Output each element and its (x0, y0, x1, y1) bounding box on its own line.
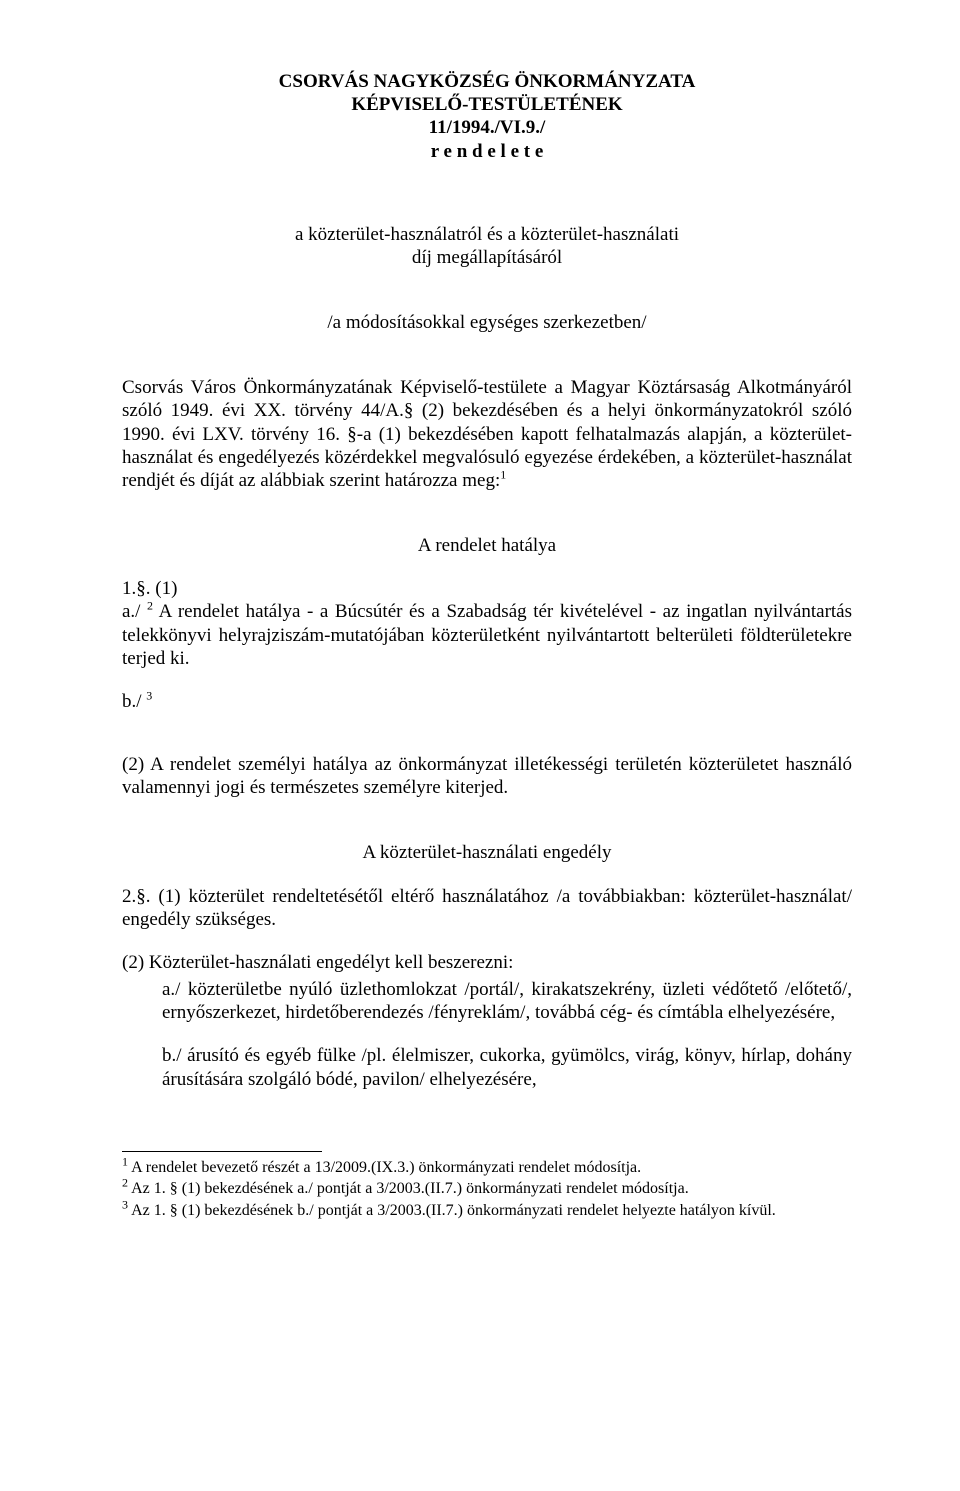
section1-item1-b-text: b./ (122, 691, 146, 712)
footnote-ref-3: 3 (146, 689, 152, 703)
section2-item2-a: a./ közterületbe nyúló üzlethomlokzat /p… (162, 978, 852, 1024)
title-block: CSORVÁS NAGYKÖZSÉG ÖNKORMÁNYZATA KÉPVISE… (122, 70, 852, 163)
footnote-2: 2 Az 1. § (1) bekezdésének a./ pontját a… (122, 1179, 852, 1199)
section1-item1-a: A rendelet hatálya - a Búcsútér és a Sza… (122, 601, 852, 668)
preamble-paragraph: Csorvás Város Önkormányzatának Képviselő… (122, 376, 852, 492)
section2-item2-b: b./ árusító és egyéb fülke /pl. élelmisz… (162, 1044, 852, 1090)
edit-note: /a módosításokkal egységes szerkezetben/ (122, 311, 852, 334)
subtitle-block: a közterület-használatról és a közterüle… (122, 223, 852, 269)
footnote-3-text: Az 1. § (1) bekezdésének b./ pontját a 3… (128, 1202, 776, 1219)
section1-item1: 1.§. (1) a./ 2 A rendelet hatálya - a Bú… (122, 577, 852, 670)
title-line2: KÉPVISELŐ-TESTÜLETÉNEK (122, 93, 852, 116)
title-line1: CSORVÁS NAGYKÖZSÉG ÖNKORMÁNYZATA (122, 70, 852, 93)
footnote-rule (122, 1151, 322, 1152)
preamble-text: Csorvás Város Önkormányzatának Képviselő… (122, 377, 852, 491)
section1-item1-lead: 1.§. (1) (122, 578, 177, 599)
footnote-ref-1: 1 (500, 468, 506, 482)
footnote-3: 3 Az 1. § (1) bekezdésének b./ pontját a… (122, 1201, 852, 1221)
section1-heading: A rendelet hatálya (122, 534, 852, 557)
footnotes: 1 A rendelet bevezető részét a 13/2009.(… (122, 1158, 852, 1221)
subtitle-line1: a közterület-használatról és a közterüle… (122, 223, 852, 246)
section1-item1-b: b./ 3 (122, 690, 852, 713)
footnote-1-text: A rendelet bevezető részét a 13/2009.(IX… (128, 1159, 641, 1176)
document-page: CSORVÁS NAGYKÖZSÉG ÖNKORMÁNYZATA KÉPVISE… (0, 0, 960, 1491)
section2-item2-lead: (2) Közterület-használati engedélyt kell… (122, 951, 852, 974)
section2-item1: 2.§. (1) közterület rendeltetésétől elté… (122, 885, 852, 931)
section1-item2: (2) A rendelet személyi hatálya az önkor… (122, 753, 852, 799)
footnote-2-text: Az 1. § (1) bekezdésének a./ pontját a 3… (128, 1180, 689, 1197)
subtitle-line2: díj megállapításáról (122, 246, 852, 269)
title-line3: 11/1994./VI.9./ (122, 116, 852, 139)
title-line4: r e n d e l e t e (122, 140, 852, 163)
section2-heading: A közterület-használati engedély (122, 841, 852, 864)
footnote-1: 1 A rendelet bevezető részét a 13/2009.(… (122, 1158, 852, 1178)
